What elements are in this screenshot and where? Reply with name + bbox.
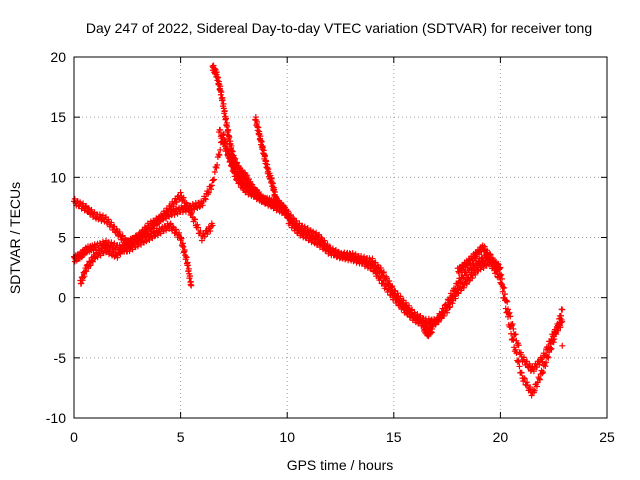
data-points	[71, 62, 566, 399]
plot-frame	[73, 56, 608, 419]
data-point-markers	[284, 208, 566, 399]
data-point-markers	[215, 126, 282, 210]
x-tick-label: 10	[279, 429, 295, 445]
axis-ticks: 0 5 10 15 20 25 20 15 10 5 0 -5 -10	[46, 49, 615, 445]
series-track-9	[454, 242, 504, 276]
data-point-markers	[71, 220, 195, 289]
x-tick-label: 15	[386, 429, 402, 445]
x-axis-label: GPS time / hours	[287, 457, 394, 473]
y-tick-label: 15	[50, 109, 66, 125]
x-tick-label: 25	[599, 429, 615, 445]
data-point-markers	[420, 323, 566, 349]
x-tick-label: 20	[493, 429, 509, 445]
y-tick-label: 10	[50, 169, 66, 185]
series-track-2	[71, 220, 195, 289]
data-point-markers	[77, 189, 216, 287]
x-tick-label: 0	[70, 429, 78, 445]
y-tick-label: 20	[50, 49, 66, 65]
series-track-10	[420, 323, 566, 349]
series-track-7	[284, 208, 566, 399]
series-track-8	[284, 214, 566, 375]
y-tick-label: 0	[58, 290, 66, 306]
y-tick-label: -10	[46, 410, 66, 426]
grid-lines	[74, 57, 607, 418]
series-track-3	[77, 189, 216, 287]
data-point-markers	[284, 214, 566, 375]
y-axis-label: SDTVAR / TECUs	[7, 182, 23, 294]
chart-title: Day 247 of 2022, Sidereal Day-to-day VTE…	[86, 20, 592, 36]
data-point-markers	[454, 242, 504, 276]
x-tick-label: 5	[177, 429, 185, 445]
y-tick-label: 5	[58, 230, 66, 246]
series-track-6	[215, 126, 282, 210]
y-tick-label: -5	[54, 350, 67, 366]
